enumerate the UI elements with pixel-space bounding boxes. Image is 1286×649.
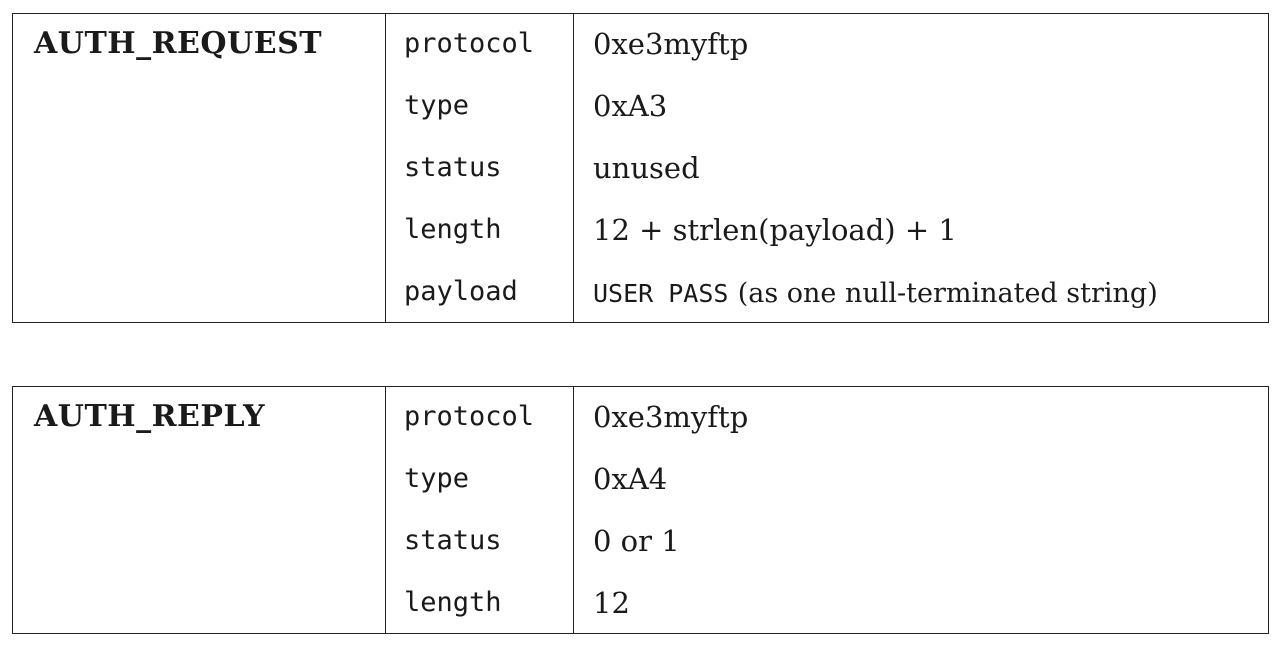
field-value: 12 bbox=[593, 586, 630, 620]
field-name: payload bbox=[404, 276, 518, 307]
column-divider bbox=[385, 387, 386, 633]
auth-reply-table: AUTH_REPLY protocol 0xe3myftp type 0xA4 … bbox=[12, 386, 1269, 634]
field-name: status bbox=[404, 152, 502, 183]
payload-note: (as one null-terminated string) bbox=[737, 278, 1158, 309]
message-name: AUTH_REQUEST bbox=[34, 26, 323, 61]
field-value: 12 + strlen(payload) + 1 bbox=[593, 213, 957, 247]
field-name: status bbox=[404, 525, 502, 556]
auth-request-table: AUTH_REQUEST protocol 0xe3myftp type 0xA… bbox=[12, 13, 1269, 323]
table-row: length 12 bbox=[13, 573, 1268, 635]
table-row: payload USER PASS (as one null-terminate… bbox=[13, 262, 1268, 324]
payload-code: USER PASS bbox=[593, 279, 729, 308]
table-row: protocol 0xe3myftp bbox=[13, 387, 1268, 449]
field-name: type bbox=[404, 90, 470, 121]
field-value: 0xA4 bbox=[593, 462, 668, 496]
column-divider bbox=[385, 14, 386, 322]
table-row: status unused bbox=[13, 138, 1268, 200]
field-name: protocol bbox=[404, 28, 535, 59]
field-value: unused bbox=[593, 151, 700, 185]
field-value: 0 or 1 bbox=[593, 524, 680, 558]
table-row: status 0 or 1 bbox=[13, 511, 1268, 573]
message-name: AUTH_REPLY bbox=[34, 399, 266, 434]
field-value: USER PASS (as one null-terminated string… bbox=[593, 275, 1158, 309]
field-name: length bbox=[404, 214, 502, 245]
field-name: protocol bbox=[404, 401, 535, 432]
field-value: 0xA3 bbox=[593, 89, 668, 123]
field-name: type bbox=[404, 463, 470, 494]
table-row: type 0xA4 bbox=[13, 449, 1268, 511]
field-name: length bbox=[404, 587, 502, 618]
field-value: 0xe3myftp bbox=[593, 400, 749, 434]
field-value: 0xe3myftp bbox=[593, 27, 749, 61]
table-row: protocol 0xe3myftp bbox=[13, 14, 1268, 76]
column-divider bbox=[573, 387, 574, 633]
table-row: type 0xA3 bbox=[13, 76, 1268, 138]
table-row: length 12 + strlen(payload) + 1 bbox=[13, 200, 1268, 262]
column-divider bbox=[573, 14, 574, 322]
